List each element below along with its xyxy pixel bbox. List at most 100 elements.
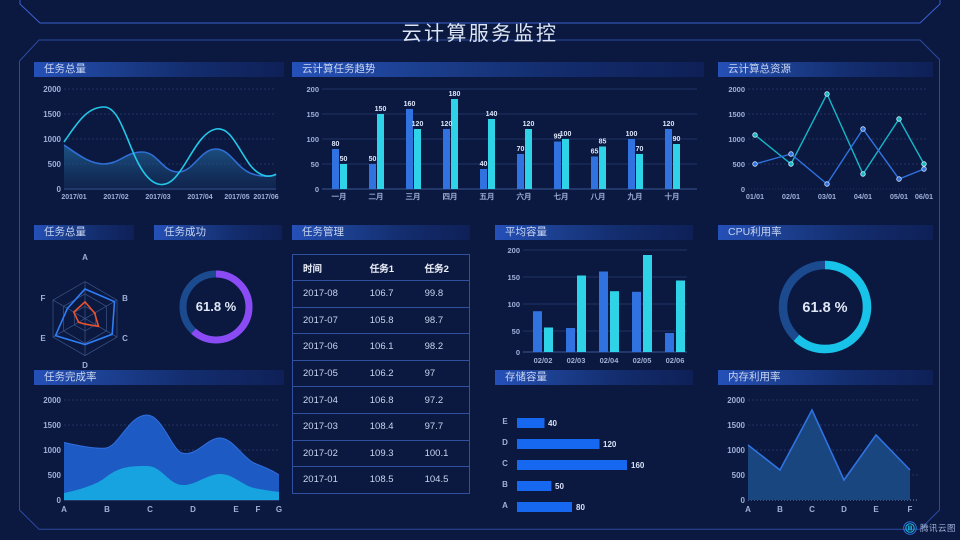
- svg-text:500: 500: [48, 160, 62, 169]
- svg-text:四月: 四月: [443, 192, 458, 201]
- svg-text:40: 40: [548, 419, 557, 428]
- svg-text:120: 120: [412, 121, 424, 128]
- svg-text:B: B: [122, 294, 128, 303]
- svg-text:1500: 1500: [43, 421, 61, 430]
- svg-text:150: 150: [306, 110, 319, 119]
- svg-text:180: 180: [449, 91, 461, 98]
- svg-text:70: 70: [636, 146, 644, 153]
- svg-text:A: A: [82, 253, 88, 262]
- svg-text:十月: 十月: [665, 191, 680, 201]
- svg-text:0: 0: [57, 496, 62, 505]
- svg-text:2017/01: 2017/01: [61, 194, 86, 201]
- svg-text:120: 120: [523, 121, 535, 128]
- svg-text:200: 200: [507, 246, 520, 255]
- svg-text:160: 160: [404, 101, 416, 108]
- svg-text:2000: 2000: [43, 85, 61, 94]
- svg-text:A: A: [502, 501, 508, 510]
- svg-text:0: 0: [741, 496, 746, 505]
- svg-text:02/03: 02/03: [567, 356, 586, 365]
- svg-text:500: 500: [732, 160, 745, 169]
- svg-text:C: C: [122, 334, 128, 343]
- svg-text:二月: 二月: [369, 192, 384, 201]
- svg-text:140: 140: [486, 111, 498, 118]
- svg-text:F: F: [908, 505, 913, 514]
- svg-text:100: 100: [306, 135, 319, 144]
- svg-text:C: C: [809, 505, 815, 514]
- svg-text:1500: 1500: [728, 110, 745, 119]
- svg-text:160: 160: [631, 461, 645, 470]
- svg-text:八月: 八月: [590, 192, 606, 201]
- svg-text:2017/05: 2017/05: [224, 194, 249, 201]
- svg-text:61.8 %: 61.8 %: [802, 300, 847, 316]
- svg-text:100: 100: [626, 131, 638, 138]
- svg-text:50: 50: [512, 327, 520, 336]
- svg-text:2000: 2000: [728, 85, 745, 94]
- svg-text:一月: 一月: [332, 192, 347, 201]
- svg-text:04/01: 04/01: [854, 192, 872, 201]
- svg-text:1000: 1000: [727, 446, 745, 455]
- svg-text:50: 50: [555, 482, 564, 491]
- svg-text:100: 100: [507, 300, 520, 309]
- svg-text:150: 150: [375, 106, 387, 113]
- svg-text:B: B: [502, 480, 508, 489]
- svg-text:B: B: [104, 505, 110, 514]
- svg-text:A: A: [745, 505, 751, 514]
- svg-text:七月: 七月: [554, 191, 569, 201]
- svg-text:0: 0: [57, 185, 62, 194]
- svg-text:61.8 %: 61.8 %: [196, 299, 237, 314]
- svg-text:2000: 2000: [43, 396, 61, 405]
- svg-text:0: 0: [516, 348, 520, 357]
- svg-text:六月: 六月: [517, 191, 532, 201]
- svg-text:1000: 1000: [43, 446, 61, 455]
- svg-text:E: E: [502, 417, 508, 426]
- svg-text:02/04: 02/04: [600, 356, 620, 365]
- svg-text:05/01: 05/01: [890, 192, 908, 201]
- svg-text:F: F: [256, 505, 261, 514]
- svg-text:70: 70: [517, 146, 525, 153]
- svg-text:50: 50: [340, 156, 348, 163]
- svg-text:06/01: 06/01: [915, 192, 933, 201]
- svg-text:D: D: [841, 505, 847, 514]
- svg-text:A: A: [61, 505, 67, 514]
- svg-text:C: C: [502, 459, 508, 468]
- svg-text:0: 0: [741, 185, 745, 194]
- svg-text:120: 120: [603, 440, 617, 449]
- svg-text:2000: 2000: [727, 396, 745, 405]
- svg-text:2017/06: 2017/06: [253, 194, 278, 201]
- svg-text:80: 80: [576, 503, 585, 512]
- svg-text:150: 150: [507, 273, 520, 282]
- svg-text:D: D: [502, 438, 508, 447]
- svg-text:90: 90: [673, 136, 681, 143]
- svg-text:2017/02: 2017/02: [103, 194, 128, 201]
- svg-text:02/01: 02/01: [782, 192, 800, 201]
- svg-text:120: 120: [441, 121, 453, 128]
- svg-text:E: E: [40, 334, 46, 343]
- svg-text:120: 120: [663, 121, 675, 128]
- svg-text:九月: 九月: [627, 191, 643, 201]
- svg-text:1000: 1000: [43, 135, 61, 144]
- svg-text:02/02: 02/02: [534, 356, 553, 365]
- svg-text:1000: 1000: [728, 135, 745, 144]
- svg-text:1500: 1500: [727, 421, 745, 430]
- svg-text:500: 500: [732, 471, 746, 480]
- svg-text:五月: 五月: [480, 192, 495, 201]
- svg-text:2017/03: 2017/03: [145, 194, 170, 201]
- svg-text:50: 50: [311, 160, 319, 169]
- svg-text:0: 0: [315, 185, 319, 194]
- svg-text:80: 80: [332, 141, 340, 148]
- svg-text:02/06: 02/06: [666, 356, 685, 365]
- svg-text:50: 50: [369, 156, 377, 163]
- svg-text:85: 85: [599, 139, 607, 146]
- svg-text:F: F: [41, 294, 46, 303]
- svg-text:01/01: 01/01: [746, 192, 764, 201]
- svg-text:2017/04: 2017/04: [187, 194, 212, 201]
- svg-text:500: 500: [48, 471, 62, 480]
- svg-text:三月: 三月: [406, 192, 421, 201]
- svg-text:02/05: 02/05: [633, 356, 652, 365]
- svg-text:200: 200: [306, 85, 319, 94]
- svg-text:D: D: [190, 505, 196, 514]
- svg-text:100: 100: [560, 131, 572, 138]
- svg-text:G: G: [276, 505, 282, 514]
- svg-text:40: 40: [480, 161, 488, 168]
- svg-text:E: E: [233, 505, 239, 514]
